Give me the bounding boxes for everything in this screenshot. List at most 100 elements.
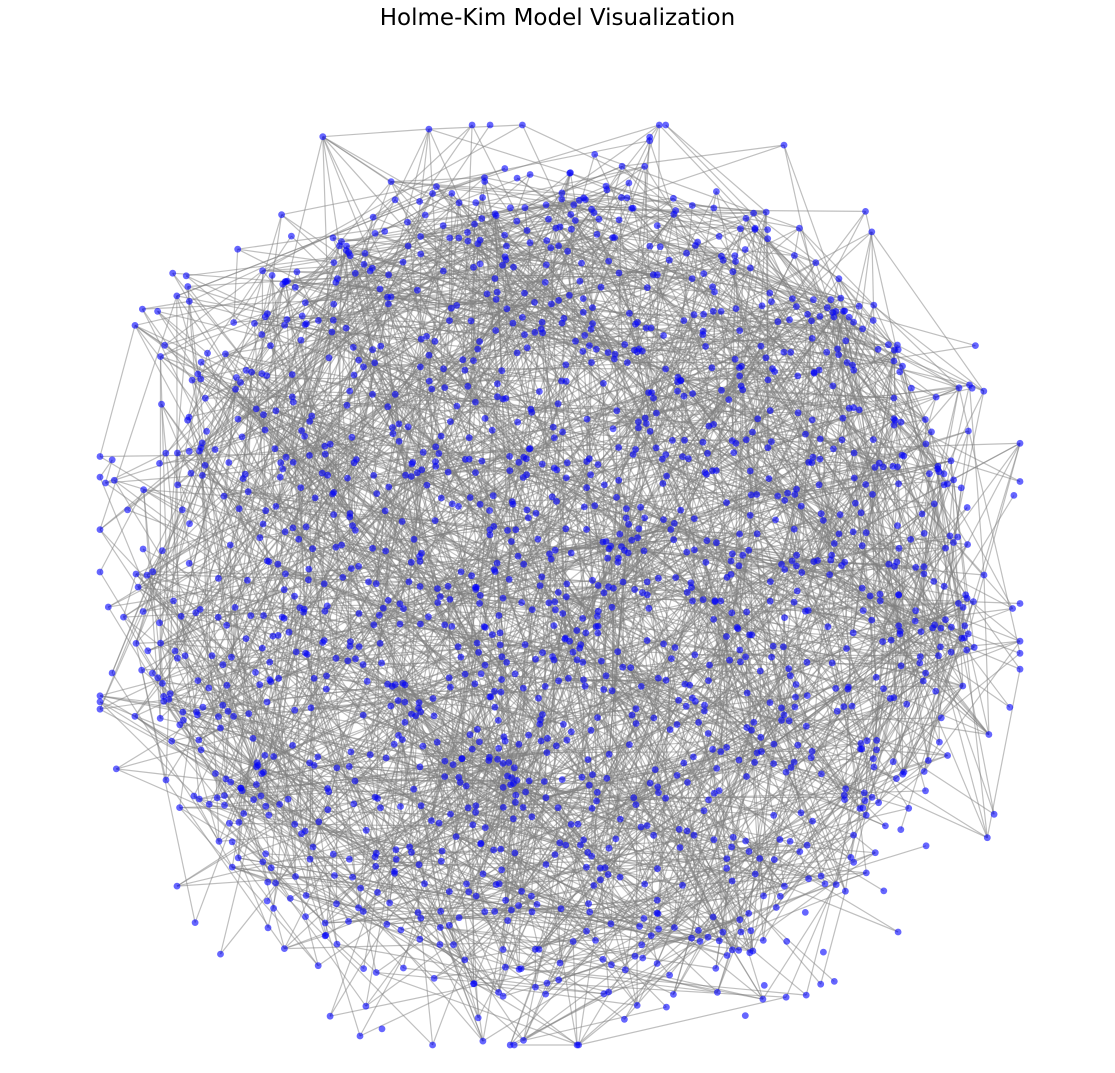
- graph-node: [753, 491, 761, 498]
- graph-node: [558, 195, 566, 203]
- graph-node: [476, 738, 483, 746]
- graph-node: [670, 536, 678, 544]
- graph-edge: [407, 124, 491, 247]
- graph-edge: [500, 691, 637, 806]
- graph-node: [677, 506, 685, 514]
- graph-edge: [160, 252, 349, 358]
- graph-edge: [819, 458, 898, 563]
- graph-node: [708, 364, 716, 372]
- graph-edge: [294, 700, 399, 825]
- graph-edge: [760, 737, 810, 879]
- graph-edge: [548, 553, 561, 964]
- graph-edge: [780, 310, 846, 565]
- graph-edge: [459, 781, 514, 820]
- graph-edge: [313, 660, 349, 679]
- graph-edge: [265, 510, 349, 662]
- graph-edge: [329, 444, 334, 495]
- graph-edge: [273, 596, 296, 757]
- graph-edge: [172, 600, 222, 729]
- graph-node: [523, 344, 531, 352]
- graph-edge: [648, 608, 691, 686]
- graph-node: [824, 623, 832, 631]
- graph-node: [745, 910, 753, 917]
- graph-node: [414, 909, 422, 916]
- graph-edge: [624, 769, 656, 970]
- graph-edge: [968, 384, 985, 576]
- graph-edge: [391, 266, 515, 687]
- graph-edge: [179, 680, 199, 808]
- graph-node: [782, 993, 790, 1001]
- graph-edge: [899, 547, 947, 632]
- graph-node: [820, 948, 827, 956]
- graph-edge: [201, 442, 296, 597]
- graph-edge: [334, 875, 524, 1041]
- graph-node: [920, 570, 928, 578]
- graph-node: [618, 162, 626, 170]
- graph-edge: [715, 776, 748, 969]
- graph-node: [298, 312, 306, 320]
- graph-edge: [196, 711, 219, 718]
- graph-edge: [377, 823, 572, 893]
- graph-edge: [853, 322, 881, 601]
- graph-edge: [376, 581, 409, 585]
- graph-node: [553, 497, 560, 505]
- graph-node: [950, 476, 957, 484]
- graph-node: [417, 620, 424, 628]
- graph-edge: [336, 539, 415, 769]
- graph-node: [154, 307, 162, 315]
- graph-node: [96, 692, 104, 700]
- graph-edge: [817, 560, 964, 687]
- graph-edge: [791, 506, 802, 561]
- graph-edge: [564, 379, 769, 640]
- graph-edge: [628, 523, 863, 547]
- graph-node: [498, 676, 505, 683]
- graph-edge: [573, 204, 634, 209]
- graph-edge: [686, 782, 701, 942]
- graph-edge: [658, 798, 667, 930]
- graph-node: [990, 810, 998, 818]
- figure-title: Holme-Kim Model Visualization: [379, 5, 736, 31]
- graph-node: [291, 283, 299, 291]
- graph-node: [568, 225, 575, 233]
- graph-edge: [599, 868, 610, 993]
- graph-node: [434, 599, 442, 606]
- node-layer: [96, 121, 1024, 1049]
- graph-node: [416, 583, 424, 590]
- graph-edge: [372, 124, 473, 218]
- graph-node: [768, 298, 775, 305]
- graph-node: [166, 690, 174, 698]
- graph-node: [818, 770, 825, 778]
- graph-node: [723, 952, 731, 959]
- graph-node: [1016, 637, 1024, 645]
- graph-edge: [493, 849, 756, 875]
- graph-edge: [565, 596, 594, 775]
- graph-edge: [522, 286, 602, 318]
- graph-edge: [793, 228, 800, 256]
- graph-node: [837, 294, 845, 302]
- graph-edge: [850, 688, 885, 858]
- graph-node: [700, 270, 708, 277]
- graph-edge: [746, 611, 753, 731]
- graph-edge: [521, 968, 807, 996]
- graph-node: [963, 646, 970, 654]
- graph-node: [499, 594, 507, 602]
- graph-edge: [640, 678, 659, 828]
- graph-node: [742, 215, 750, 222]
- graph-node: [551, 546, 559, 554]
- graph-node: [621, 966, 629, 974]
- graph-edge: [363, 223, 475, 265]
- graph-edge: [443, 368, 627, 519]
- graph-node: [195, 795, 203, 803]
- graph-node: [879, 463, 887, 471]
- graph-node: [162, 776, 170, 784]
- edge-layer: [99, 124, 1021, 1046]
- graph-node: [547, 244, 555, 252]
- graph-edge: [262, 861, 367, 1007]
- graph-node: [768, 653, 775, 661]
- graph-edge: [113, 479, 197, 614]
- graph-edge: [496, 292, 503, 371]
- graph-node: [425, 351, 433, 359]
- graph-edge: [745, 218, 955, 543]
- graph-node: [942, 616, 949, 624]
- graph-node: [520, 560, 528, 568]
